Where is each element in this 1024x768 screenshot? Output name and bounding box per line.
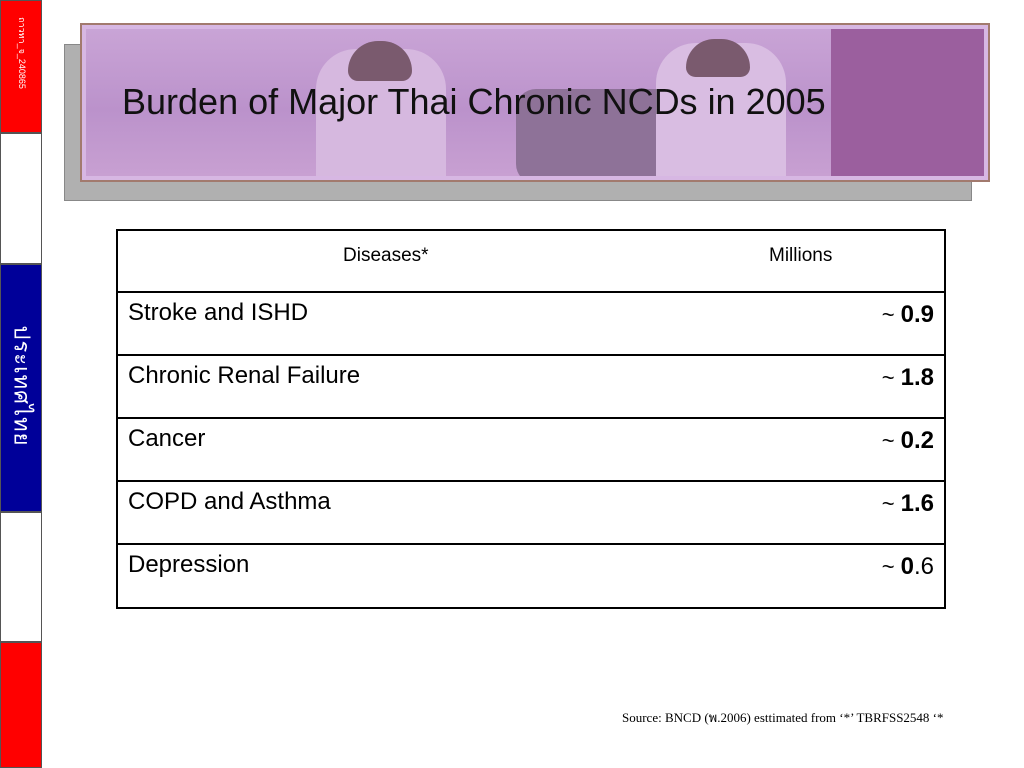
disease-value: ~1.8: [882, 364, 934, 392]
flag-strip-red-top: ถาวทา_จ_240865: [0, 0, 42, 133]
ncd-burden-table: Diseases* Millions Stroke and ISHD ~0.9 …: [116, 229, 946, 609]
value-bold: 0.9: [900, 301, 934, 328]
value-bold: 1.8: [900, 364, 934, 391]
disease-name: Depression: [128, 551, 250, 578]
disease-value: ~0.9: [882, 301, 934, 329]
disease-value: ~0.6: [882, 553, 934, 581]
flag-strip-white-bottom: [0, 512, 42, 642]
disease-name: Chronic Renal Failure: [128, 362, 361, 389]
flag-strip-red-bottom: [0, 642, 42, 768]
page-title: Burden of Major Thai Chronic NCDs in 200…: [122, 81, 826, 122]
approx-tilde: ~: [881, 491, 895, 516]
value-bold: 1.6: [900, 490, 934, 517]
approx-tilde: ~: [881, 428, 895, 453]
table-row: Stroke and ISHD ~0.9: [118, 293, 944, 356]
disease-name: Cancer: [128, 425, 206, 452]
strip-small-label: ถาวทา_จ_240865: [17, 17, 27, 89]
banner-photo-curtain: [831, 29, 984, 176]
table-row: Chronic Renal Failure ~1.8: [118, 356, 944, 419]
approx-tilde: ~: [881, 302, 895, 327]
table-header-row: Diseases* Millions: [118, 231, 944, 293]
value-bold: 0: [900, 553, 914, 580]
disease-value: ~1.6: [882, 490, 934, 518]
header-diseases: Diseases*: [343, 245, 429, 266]
disease-name: Stroke and ISHD: [128, 299, 309, 326]
banner-photo-head-right: [686, 39, 750, 77]
value-rest: .6: [913, 553, 934, 580]
disease-value: ~0.2: [882, 427, 934, 455]
table-row: Depression ~0.6: [118, 545, 944, 607]
table-row: COPD and Asthma ~1.6: [118, 482, 944, 545]
banner-photo-head-left: [348, 41, 412, 81]
strip-thai-label: ประเทศไทย: [8, 325, 34, 447]
flag-strip-blue: ประเทศไทย: [0, 264, 42, 512]
title-banner: Burden of Major Thai Chronic NCDs in 200…: [80, 23, 990, 182]
value-bold: 0.2: [900, 427, 934, 454]
table-row: Cancer ~0.2: [118, 419, 944, 482]
source-note: Source: BNCD (พ.2006) esttimated from ‘*…: [622, 710, 944, 725]
disease-name: COPD and Asthma: [128, 488, 331, 515]
flag-strip-white-top: [0, 133, 42, 264]
approx-tilde: ~: [881, 365, 895, 390]
approx-tilde: ~: [881, 554, 895, 579]
header-millions: Millions: [769, 245, 833, 266]
